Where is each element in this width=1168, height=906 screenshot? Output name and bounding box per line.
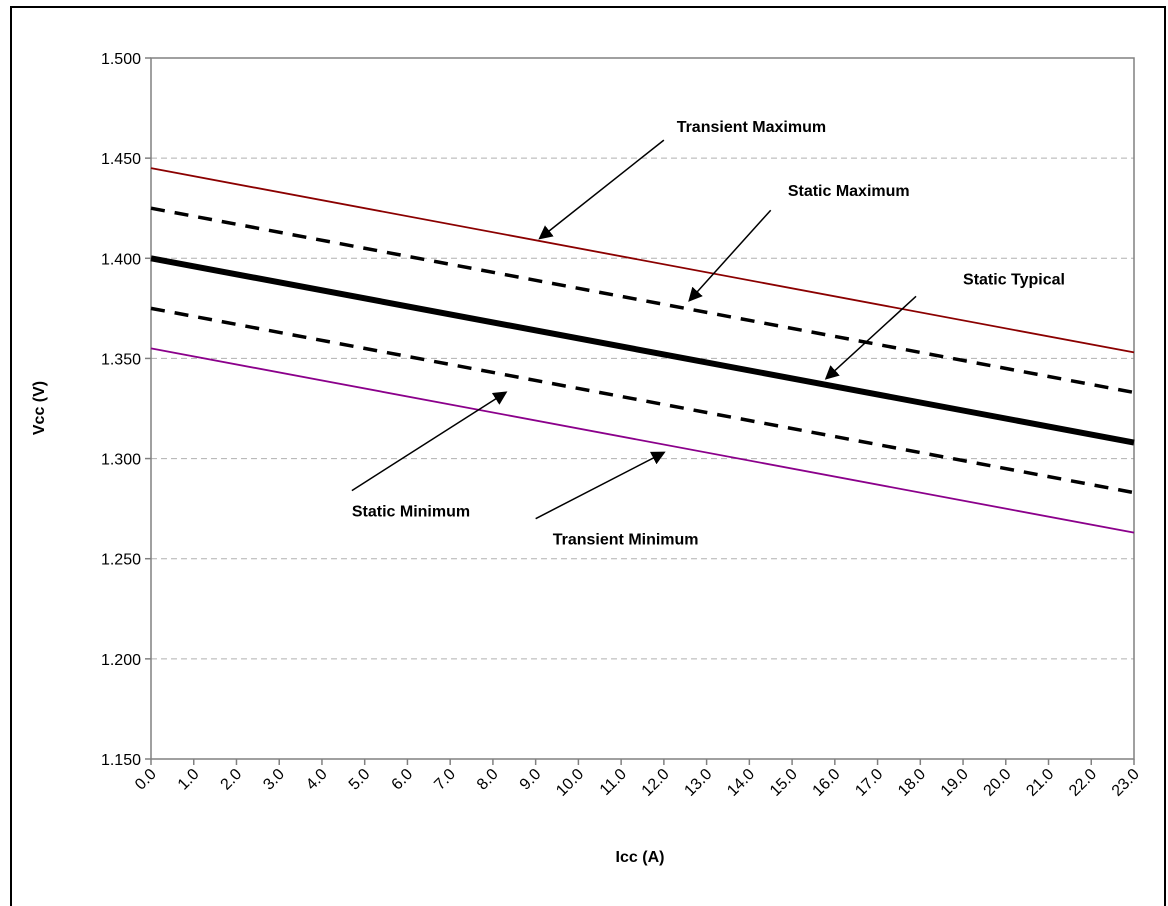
x-tick-label: 18.0 [895, 766, 929, 800]
annotation-arrow [538, 139, 665, 240]
x-tick-label: 21.0 [1023, 766, 1057, 800]
series-lines [150, 167, 1135, 534]
x-tick-label: 10.0 [553, 766, 587, 800]
x-tick-label: 17.0 [852, 766, 886, 800]
axes: 1.150 1.200 1.250 1.300 1.350 1.400 1.450 1.500… [101, 51, 1143, 800]
x-tick-label: 5.0 [346, 766, 374, 794]
x-tick-label: 23.0 [1109, 766, 1143, 800]
x-tick-label: 6.0 [389, 766, 417, 794]
annotation-arrow [688, 209, 772, 302]
x-tick-label: 13.0 [681, 766, 715, 800]
annotation-label: Static Typical [963, 271, 1065, 288]
y-tick-label: 1.300 [101, 452, 141, 469]
annotation-arrow [824, 295, 917, 380]
annotation-label: Static Minimum [352, 504, 470, 521]
y-tick-label: 1.450 [101, 151, 141, 168]
series-line [150, 347, 1135, 534]
x-tick-label: 1.0 [175, 766, 203, 794]
x-tick-label: 22.0 [1066, 766, 1100, 800]
plot-area-border [150, 57, 1135, 760]
annotation-label: Static Maximum [788, 183, 910, 200]
x-tick-label: 8.0 [474, 766, 502, 794]
x-tick-label: 12.0 [639, 766, 673, 800]
x-tick-label: 7.0 [431, 766, 459, 794]
annotation-arrow [351, 391, 508, 492]
y-tick-label: 1.400 [101, 251, 141, 268]
series-line [150, 306, 1135, 495]
chart-frame [10, 6, 1166, 906]
x-tick-label: 20.0 [981, 766, 1015, 800]
annotation-label: Transient Minimum [553, 532, 699, 549]
x-tick-label: 9.0 [517, 766, 545, 794]
x-tick-label: 19.0 [938, 766, 972, 800]
grid-lines [151, 157, 1134, 660]
y-tick-label: 1.500 [101, 51, 141, 68]
x-tick-label: 14.0 [724, 766, 758, 800]
x-axis-title: Icc (A) [616, 849, 665, 866]
x-tick-label: 4.0 [303, 766, 331, 794]
x-tick-label: 11.0 [597, 766, 630, 799]
x-tick-label: 3.0 [260, 766, 288, 794]
x-tick-label: 15.0 [767, 766, 801, 800]
y-tick-label: 1.150 [101, 752, 141, 769]
x-tick-label: 0.0 [132, 766, 160, 794]
y-tick-label: 1.350 [101, 351, 141, 368]
y-axis-title: Vcc (V) [31, 381, 48, 435]
annotations: Transient Maximum Static Maximum Static Ty… [351, 119, 1065, 549]
series-line [150, 167, 1135, 354]
x-tick-label: 16.0 [810, 766, 844, 800]
annotation-label: Transient Maximum [677, 119, 826, 136]
series-line [150, 255, 1135, 446]
y-tick-label: 1.200 [101, 652, 141, 669]
y-tick-label: 1.250 [101, 552, 141, 569]
series-line [150, 206, 1135, 395]
annotation-arrow [535, 451, 666, 520]
x-tick-label: 2.0 [218, 766, 246, 794]
